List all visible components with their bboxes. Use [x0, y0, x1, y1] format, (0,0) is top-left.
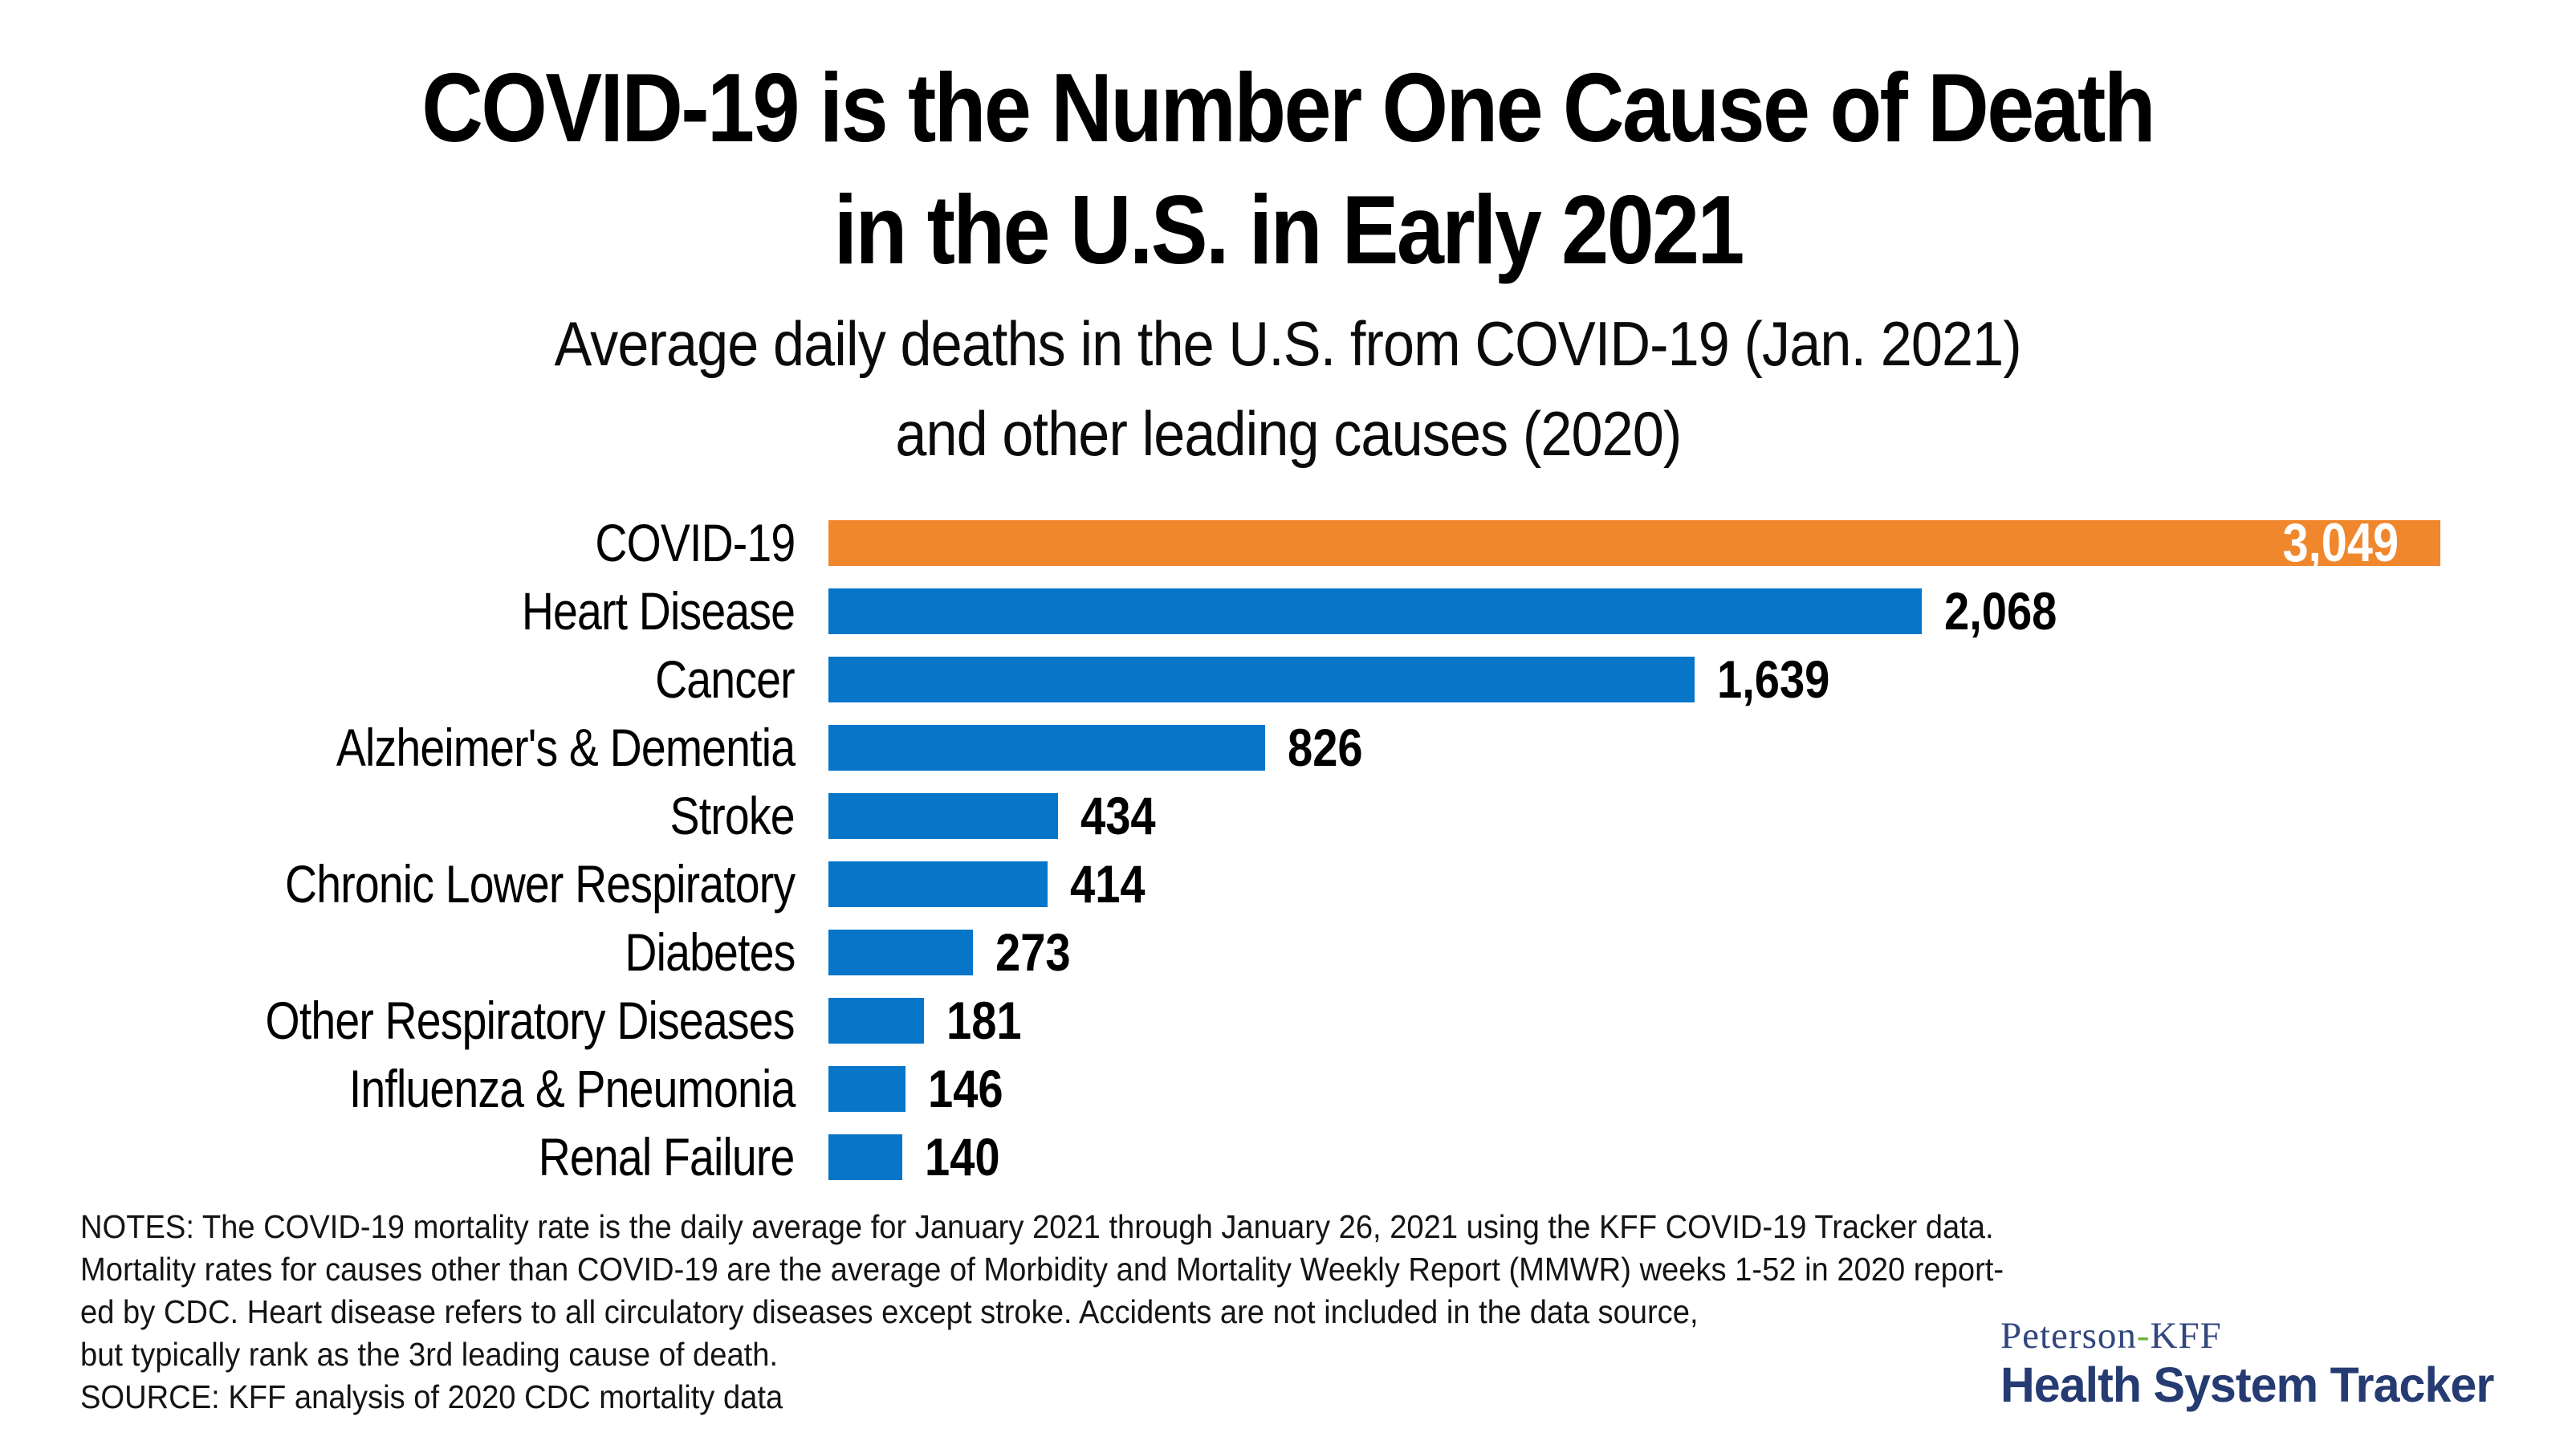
bar: [828, 793, 1058, 839]
value-label: 2,068: [1943, 581, 2077, 641]
bar: [828, 1134, 903, 1180]
category-label: Heart Disease: [0, 581, 796, 641]
category-label: Chronic Lower Respiratory: [0, 854, 796, 914]
value-label-text: 181: [946, 991, 1022, 1050]
chart-row: Renal Failure 140: [0, 1127, 2576, 1187]
bar-track: 414: [828, 854, 2440, 914]
value-label-text: 414: [1069, 854, 1146, 914]
value-label: 434: [1080, 786, 1169, 845]
chart-row: Heart Disease 2,068: [0, 581, 2576, 641]
bar: [828, 1066, 906, 1112]
bar-track: 273: [828, 922, 2440, 982]
category-label-text: Stroke: [669, 786, 796, 845]
logo-kff-text: KFF: [2150, 1315, 2222, 1357]
category-label-text: Heart Disease: [521, 581, 796, 641]
notes: NOTES: The COVID-19 mortality rate is th…: [80, 1206, 2047, 1419]
value-label-text: 273: [995, 922, 1071, 982]
chart-title-line1: COVID-19 is the Number One Cause of Deat…: [421, 53, 2156, 162]
logo-peterson-kff-health-system-tracker: Peterson-KFF Health System Tracker: [2000, 1315, 2509, 1413]
category-label: COVID-19: [0, 513, 796, 572]
chart-title-line2: in the U.S. in Early 2021: [833, 175, 1744, 284]
value-label: 414: [1069, 854, 1158, 914]
bar-track: 3,049: [828, 512, 2440, 573]
chart-row: Other Respiratory Diseases 181: [0, 991, 2576, 1050]
value-label-text: 146: [928, 1059, 1003, 1118]
category-label-text: Cancer: [655, 649, 796, 709]
value-label: 181: [946, 991, 1035, 1050]
logo-health-system-tracker: Health System Tracker: [2000, 1357, 2494, 1412]
value-label-text: 3,049: [2282, 512, 2399, 573]
logo-peterson-text: Peterson: [2000, 1315, 2137, 1357]
bar-track: 1,639: [828, 649, 2440, 709]
bar: 3,049: [828, 512, 2440, 573]
category-label: Alzheimer's & Dementia: [0, 718, 796, 777]
value-label-text: 434: [1080, 786, 1156, 845]
category-label-text: Diabetes: [624, 922, 796, 982]
value-label-text: 2,068: [1943, 581, 2057, 641]
note-line: ed by CDC. Heart disease refers to all c…: [80, 1293, 1699, 1330]
category-label: Stroke: [0, 786, 796, 845]
category-label-text: Influenza & Pneumonia: [348, 1059, 795, 1118]
category-label-text: Chronic Lower Respiratory: [284, 854, 796, 914]
logo-hyphen: -: [2136, 1315, 2151, 1357]
chart-subtitle: Average daily deaths in the U.S. from CO…: [0, 299, 2576, 478]
chart-row: Cancer 1,639: [0, 649, 2576, 709]
bar: [828, 861, 1048, 907]
value-label: 826: [1287, 718, 1376, 777]
category-label-text: Alzheimer's & Dementia: [336, 718, 796, 777]
bar-track: 2,068: [828, 581, 2440, 641]
category-label: Other Respiratory Diseases: [0, 991, 796, 1050]
bar-track: 434: [828, 786, 2440, 845]
category-label-text: Renal Failure: [539, 1127, 796, 1187]
chart-row: Diabetes 273: [0, 922, 2576, 982]
bar-track: 146: [828, 1059, 2440, 1118]
note-line: NOTES: The COVID-19 mortality rate is th…: [80, 1208, 1994, 1245]
chart-row: Alzheimer's & Dementia 826: [0, 718, 2576, 777]
bar: [828, 588, 1922, 634]
category-label-text: COVID-19: [595, 513, 796, 572]
bar-chart: COVID-19 3,049 Heart Disease 2,068 Cancer 1,6…: [0, 512, 2576, 1203]
value-label: 140: [925, 1127, 1013, 1187]
bar-track: 181: [828, 991, 2440, 1050]
value-label: 3,049: [2262, 512, 2399, 573]
value-label: 1,639: [1717, 649, 1850, 709]
value-label-text: 140: [925, 1127, 1000, 1187]
category-label: Renal Failure: [0, 1127, 796, 1187]
value-label: 273: [995, 922, 1084, 982]
chart-subtitle-line2: and other leading causes (2020): [894, 398, 1682, 469]
note-line: but typically rank as the 3rd leading ca…: [80, 1336, 779, 1373]
bar: [828, 998, 925, 1044]
logo-peterson-kff: Peterson-KFF: [2000, 1315, 2509, 1357]
bar: [828, 725, 1265, 771]
value-label-text: 1,639: [1717, 649, 1830, 709]
chart-subtitle-line1: Average daily deaths in the U.S. from CO…: [554, 308, 2022, 379]
source-line: SOURCE: KFF analysis of 2020 CDC mortali…: [80, 1378, 783, 1415]
value-label: 146: [928, 1059, 1016, 1118]
bar-track: 826: [828, 718, 2440, 777]
category-label-text: Other Respiratory Diseases: [265, 991, 796, 1050]
bar-track: 140: [828, 1127, 2440, 1187]
bar: [828, 930, 973, 975]
category-label: Cancer: [0, 649, 796, 709]
chart-row: Stroke 434: [0, 786, 2576, 845]
category-label: Diabetes: [0, 922, 796, 982]
value-label-text: 826: [1287, 718, 1363, 777]
chart-row: Influenza & Pneumonia 146: [0, 1059, 2576, 1118]
bar: [828, 657, 1695, 702]
chart-row: COVID-19 3,049: [0, 512, 2576, 573]
category-label: Influenza & Pneumonia: [0, 1059, 795, 1118]
chart-row: Chronic Lower Respiratory 414: [0, 854, 2576, 914]
chart-title: COVID-19 is the Number One Cause of Deat…: [0, 47, 2576, 291]
note-line: Mortality rates for causes other than CO…: [80, 1251, 2004, 1288]
